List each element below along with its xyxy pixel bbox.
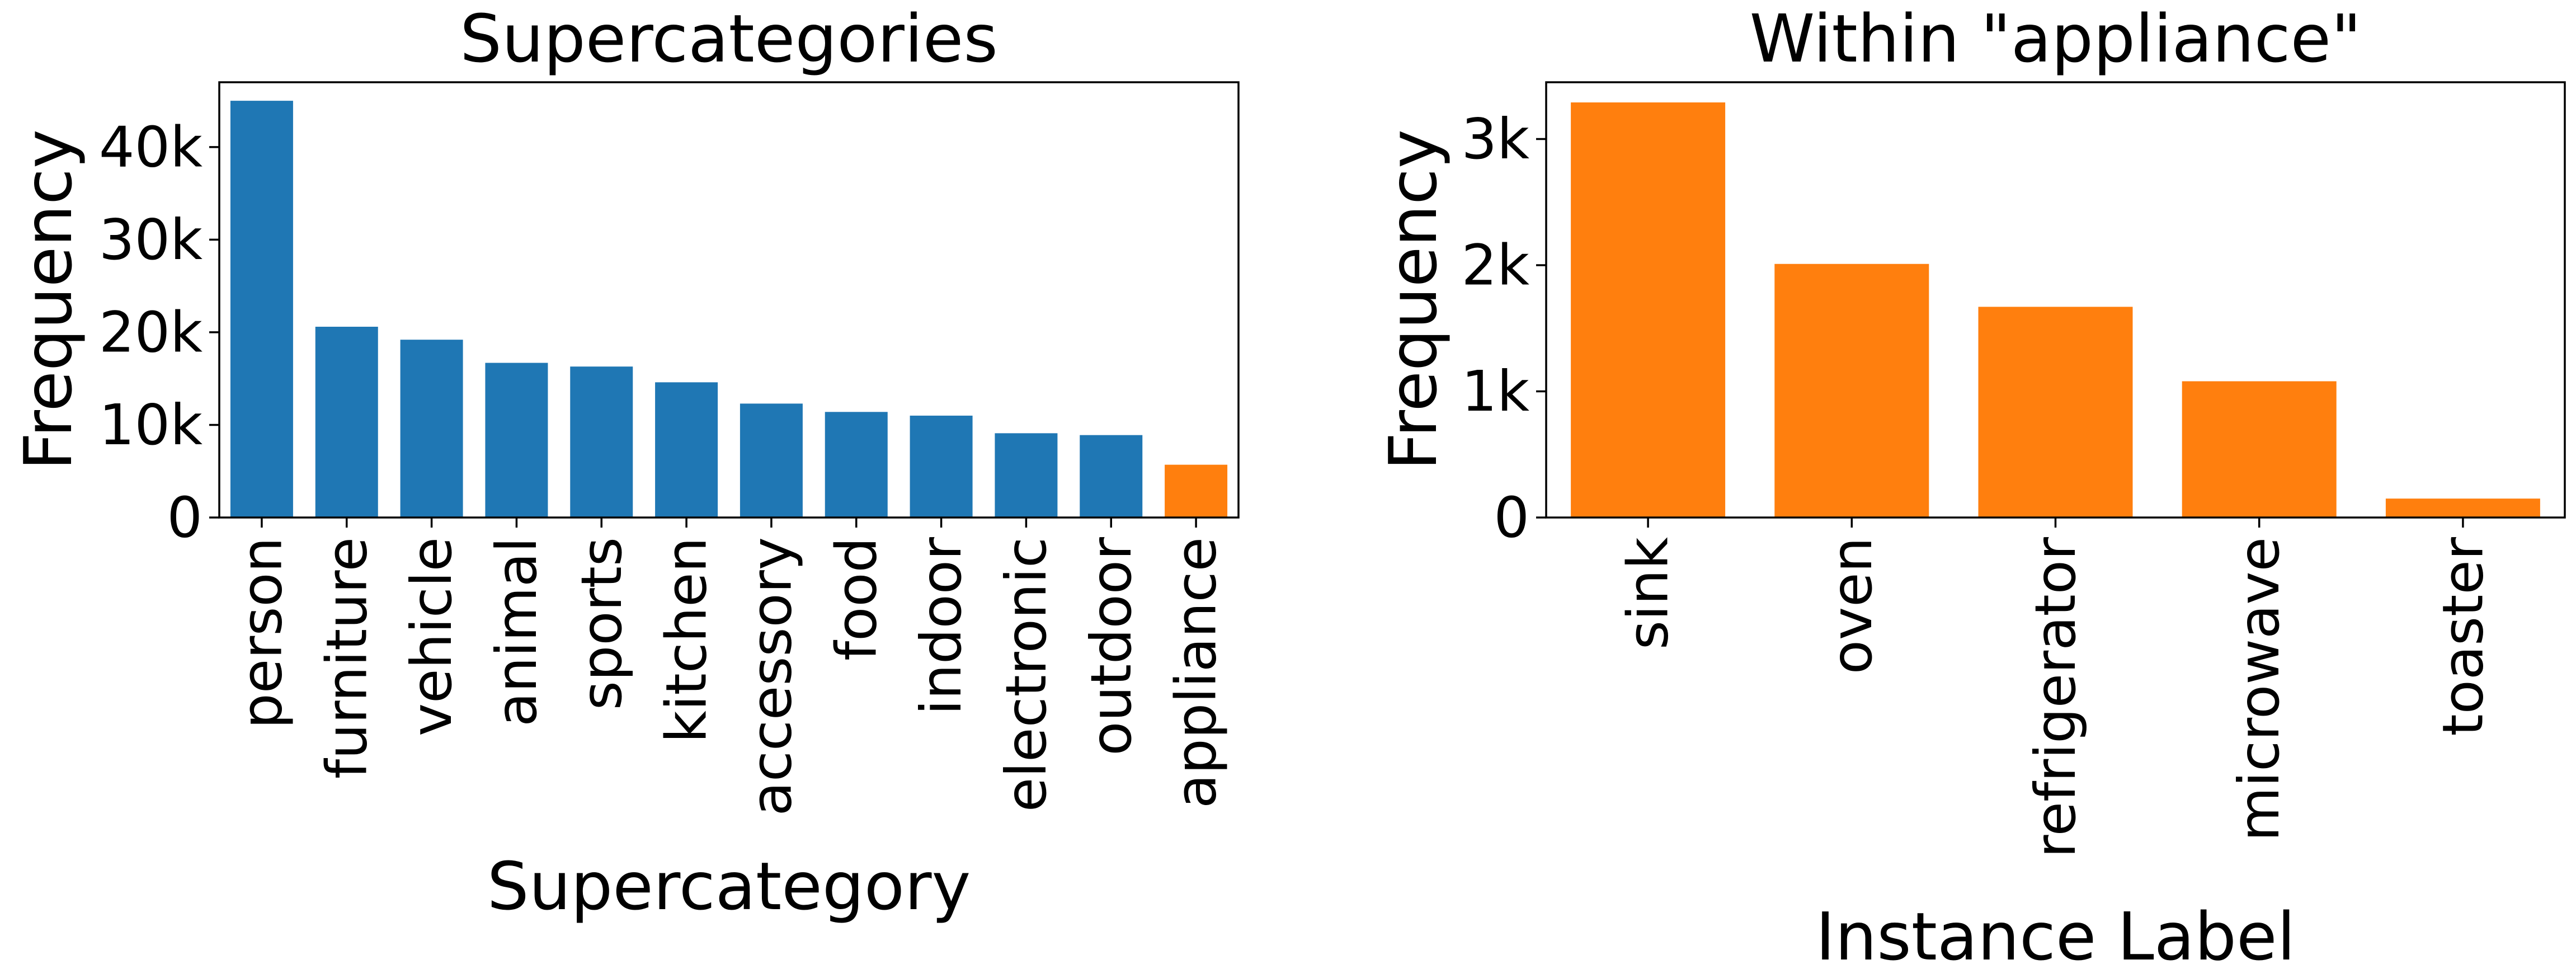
bars (1571, 102, 2540, 518)
y-tick-label: 2k (1461, 232, 1529, 298)
x-tick-label: person (229, 537, 294, 729)
bar-refrigerator (1978, 307, 2133, 518)
x-tick-label: oven (1819, 537, 1885, 674)
y-axis-label: Frequency (1374, 129, 1452, 471)
y-tick-label: 3k (1461, 106, 1529, 172)
chart-title: Within "appliance" (1750, 0, 2362, 77)
bar-appliance (1165, 464, 1228, 518)
bar-sink (1571, 102, 1726, 518)
y-tick-label: 1k (1461, 359, 1529, 424)
bars (230, 101, 1228, 518)
y-ticks: 0 10k 20k 30k 40k (99, 114, 219, 551)
bar-kitchen (655, 382, 718, 518)
y-tick-label: 0 (167, 485, 202, 551)
appliance-chart: Within "appliance" Frequency Instance La… (1374, 0, 2566, 969)
x-axis-label: Supercategory (487, 848, 971, 925)
bar-microwave (2182, 381, 2337, 518)
x-axis-label: Instance Label (1816, 898, 2296, 969)
bar-person (230, 101, 293, 518)
bar-outdoor (1080, 435, 1143, 518)
plot-frame (218, 81, 1240, 519)
bar-food (825, 412, 888, 518)
y-tick-label: 10k (99, 392, 202, 458)
bar-furniture (315, 327, 378, 518)
x-tick-label: refrigerator (2023, 537, 2088, 858)
bar-indoor (910, 415, 973, 518)
bar-oven (1774, 264, 1929, 518)
x-ticks: person furniture vehicle animal sports kitche… (229, 518, 1229, 816)
x-tick-label: electronic (993, 537, 1059, 812)
bar-vehicle (400, 340, 463, 518)
x-tick-label: accessory (738, 537, 804, 816)
y-tick-label: 30k (99, 207, 202, 272)
plot-frame (1545, 81, 2566, 519)
x-tick-label: sink (1616, 537, 1681, 650)
x-tick-label: toaster (2430, 537, 2495, 736)
x-tick-label: vehicle (399, 537, 464, 736)
x-tick-label: sports (569, 537, 634, 710)
chart-title: Supercategories (460, 0, 998, 77)
bar-animal (485, 363, 548, 518)
x-tick-label: animal (484, 537, 549, 727)
y-axis-label: Frequency (10, 129, 87, 471)
x-tick-label: food (823, 537, 889, 661)
y-tick-label: 40k (99, 114, 202, 180)
supercategories-chart: Supercategories Frequency Supercategory … (10, 0, 1240, 925)
bar-sports (570, 366, 633, 518)
x-tick-label: furniture (314, 537, 379, 779)
x-tick-label: indoor (908, 537, 974, 715)
bar-accessory (740, 403, 803, 518)
x-ticks: sink oven refrigerator microwave toaster (1616, 518, 2495, 858)
x-tick-label: outdoor (1079, 537, 1144, 756)
y-ticks: 0 1k 2k 3k (1461, 106, 1546, 551)
x-tick-label: microwave (2226, 537, 2292, 841)
bar-electronic (995, 433, 1058, 518)
y-tick-label: 0 (1494, 485, 1529, 551)
bar-toaster (2385, 498, 2540, 518)
x-tick-label: kitchen (654, 537, 719, 743)
y-tick-label: 20k (99, 299, 202, 365)
x-tick-label: appliance (1164, 537, 1229, 808)
